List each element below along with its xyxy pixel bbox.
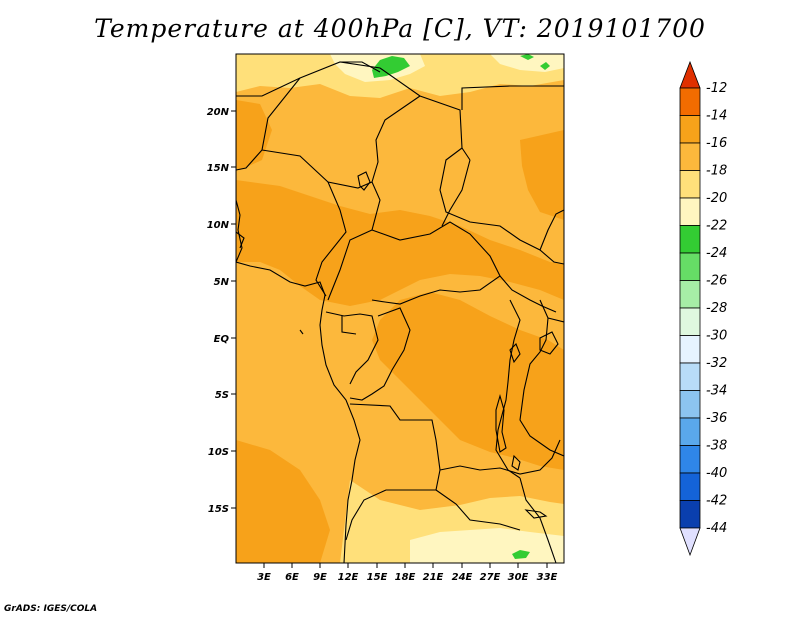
field-west-dark: [236, 100, 272, 170]
map-title: Temperature at 400hPa [C], VT: 201910170…: [94, 14, 706, 43]
lat-label-20n: 20N: [207, 107, 230, 118]
lon-label-24e: 24E: [452, 572, 473, 583]
lat-label-10s: 10S: [208, 447, 229, 458]
lat-label-5s: 5S: [215, 390, 229, 401]
field-north-green: [372, 56, 410, 78]
colorbar-box: [679, 362, 701, 391]
colorbar-box: [679, 335, 701, 364]
colorbar-label: -40: [706, 466, 727, 481]
colorbar-box: [679, 87, 701, 116]
lon-label-15e: 15E: [367, 572, 388, 583]
colorbar-box: [679, 390, 701, 419]
plot-frame: [235, 53, 565, 564]
colorbar-box: [679, 500, 701, 529]
field-north-green-3: [540, 62, 550, 70]
colorbar-label: -22: [706, 219, 727, 234]
colorbar-box: [679, 307, 701, 336]
colorbar-box: [679, 142, 701, 171]
lon-axis: 3E 6E 9E 12E 15E 18E 21E 24E 27E 30E 33E: [257, 563, 558, 583]
colorbar-box: [679, 170, 701, 199]
colorbar-label: -32: [706, 356, 727, 371]
country-borders: [236, 61, 564, 563]
colorbar-label: -20: [706, 191, 727, 206]
lat-label-10n: 10N: [207, 220, 230, 231]
lat-label-15s: 15S: [208, 504, 229, 515]
colorbar-box: [679, 115, 701, 144]
lon-label-6e: 6E: [285, 572, 299, 583]
field-congo-dark: [372, 292, 564, 470]
field-south-green: [512, 550, 530, 559]
colorbar-box: [679, 417, 701, 446]
colorbar-label: -16: [706, 136, 727, 151]
colorbar-label: -14: [706, 109, 727, 124]
colorbar-bottom-arrow: [679, 527, 701, 557]
grads-credit: GrADS: IGES/COLA: [4, 604, 98, 614]
colorbar-label: -42: [706, 494, 727, 509]
lon-label-33e: 33E: [537, 572, 558, 583]
colorbar-box: [679, 252, 701, 281]
lon-label-12e: 12E: [338, 572, 359, 583]
lon-label-27e: 27E: [480, 572, 501, 583]
colorbar-box: [679, 225, 701, 254]
lat-label-eq: EQ: [214, 334, 230, 345]
colorbar-label: -12: [706, 81, 727, 96]
lat-axis: 20N 15N 10N 5N EQ 5S 10S 15S: [207, 107, 236, 515]
lon-label-9e: 9E: [313, 572, 327, 583]
lon-label-3e: 3E: [257, 572, 271, 583]
colorbar-top-arrow: [679, 60, 701, 89]
colorbar-label: -28: [706, 301, 727, 316]
colorbar-box: [679, 280, 701, 309]
field-east-dark: [520, 130, 564, 220]
colorbar-box: [679, 472, 701, 501]
field-sw-dark: [236, 440, 330, 563]
colorbar: -12 -14 -16 -18 -20 -22 -24 -26 -28 -30 -32 -34 -36 -…: [679, 60, 727, 557]
colorbar-label: -18: [706, 164, 727, 179]
lat-label-15n: 15N: [207, 163, 230, 174]
colorbar-label: -24: [706, 246, 727, 261]
colorbar-box: [679, 445, 701, 474]
colorbar-label: -30: [706, 329, 727, 344]
colorbar-label: -36: [706, 411, 727, 426]
field-north-green-2: [520, 54, 534, 60]
lat-label-5n: 5N: [214, 277, 230, 288]
colorbar-label: -34: [706, 384, 727, 399]
lon-label-30e: 30E: [508, 572, 529, 583]
colorbar-label: -26: [706, 274, 727, 289]
colorbar-label: -44: [706, 521, 727, 536]
colorbar-label: -38: [706, 439, 727, 454]
lon-label-21e: 21E: [423, 572, 444, 583]
colorbar-box: [679, 197, 701, 226]
lon-label-18e: 18E: [395, 572, 416, 583]
